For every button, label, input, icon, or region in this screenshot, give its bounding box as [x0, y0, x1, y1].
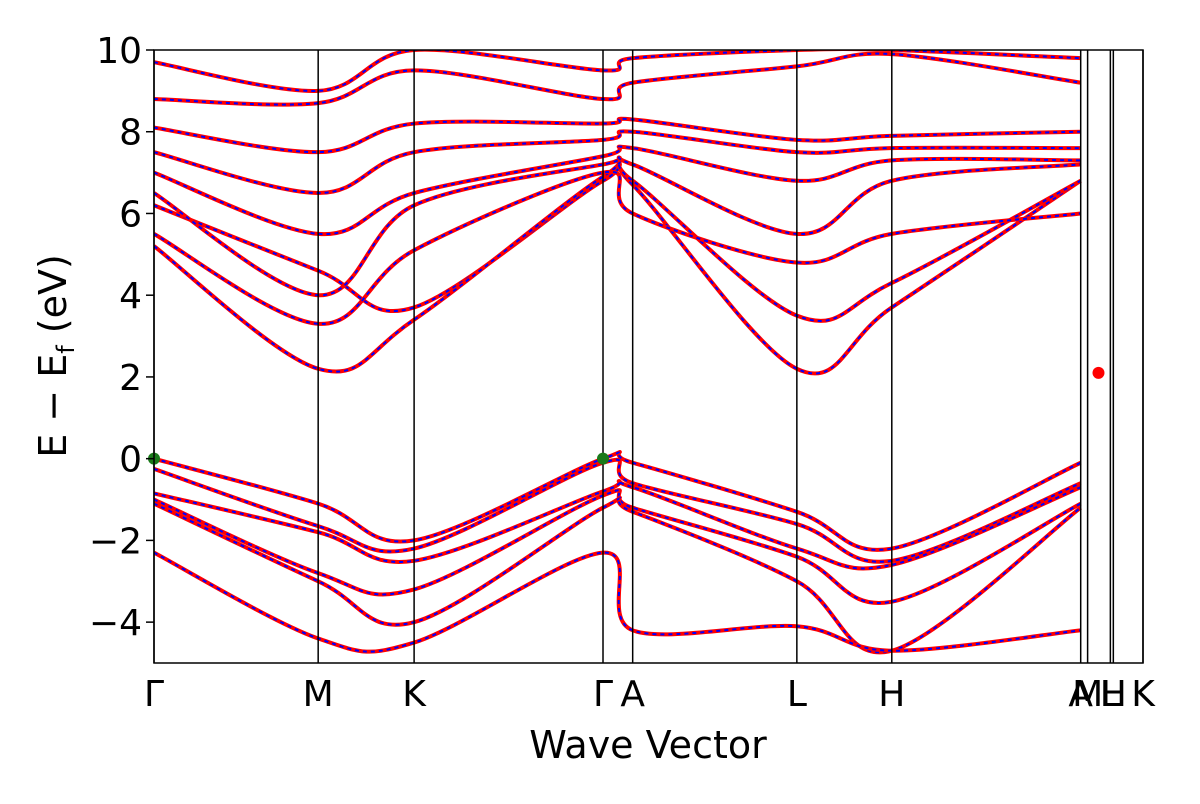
band-line-8 — [154, 169, 1081, 326]
cbm-marker-2 — [1092, 366, 1105, 379]
y-tick-label: 4 — [119, 276, 142, 317]
y-tick-label: 2 — [119, 358, 142, 399]
x-tick-label: A — [620, 674, 645, 715]
y-axis-title-main: E − E — [31, 354, 75, 458]
x-tick-label: Γ — [144, 674, 164, 715]
y-axis-ticks: −4 −2 0 2 4 6 8 10 — [89, 31, 154, 644]
y-axis-title-subscript: f — [52, 345, 80, 354]
vbm-marker-1 — [597, 452, 610, 465]
x-tick-label: M — [1072, 674, 1103, 715]
x-axis-title: Wave Vector — [529, 723, 767, 767]
band-line-dashed-5 — [154, 551, 1081, 653]
y-tick-label: 0 — [119, 440, 142, 481]
band-line-dashed-14 — [154, 50, 1081, 92]
x-tick-label: H — [1100, 674, 1127, 715]
y-tick-label: 6 — [119, 194, 142, 235]
x-tick-label: M — [303, 674, 334, 715]
y-tick-label: 8 — [119, 113, 142, 154]
x-tick-label: L — [787, 674, 807, 715]
band-line-dashed-0 — [154, 450, 1082, 551]
band-line-13 — [154, 51, 1081, 107]
band-line-dashed-10 — [154, 145, 1081, 236]
plot-frame — [153, 49, 1144, 664]
band-line-dashed-8 — [154, 170, 1081, 325]
x-tick-label: K — [402, 674, 427, 715]
x-tick-label: Γ — [593, 674, 613, 715]
y-tick-label: −4 — [89, 603, 142, 644]
band-line-14 — [154, 50, 1081, 93]
x-tick-label: L — [1100, 674, 1120, 715]
y-axis-title: E − Ef (eV) — [31, 254, 80, 458]
band-layer — [154, 50, 1082, 655]
high-symmetry-lines — [153, 50, 1144, 663]
y-tick-label: 10 — [96, 31, 142, 72]
band-line-dashed-3 — [154, 489, 1082, 604]
x-tick-label: A — [1068, 674, 1093, 715]
extrema-markers — [148, 366, 1105, 465]
y-tick-label: −2 — [89, 521, 142, 562]
y-axis-title-unit: (eV) — [31, 254, 75, 345]
band-line-dashed-12 — [154, 117, 1081, 154]
x-tick-label: K — [1131, 674, 1156, 715]
x-tick-label: H — [878, 674, 905, 715]
